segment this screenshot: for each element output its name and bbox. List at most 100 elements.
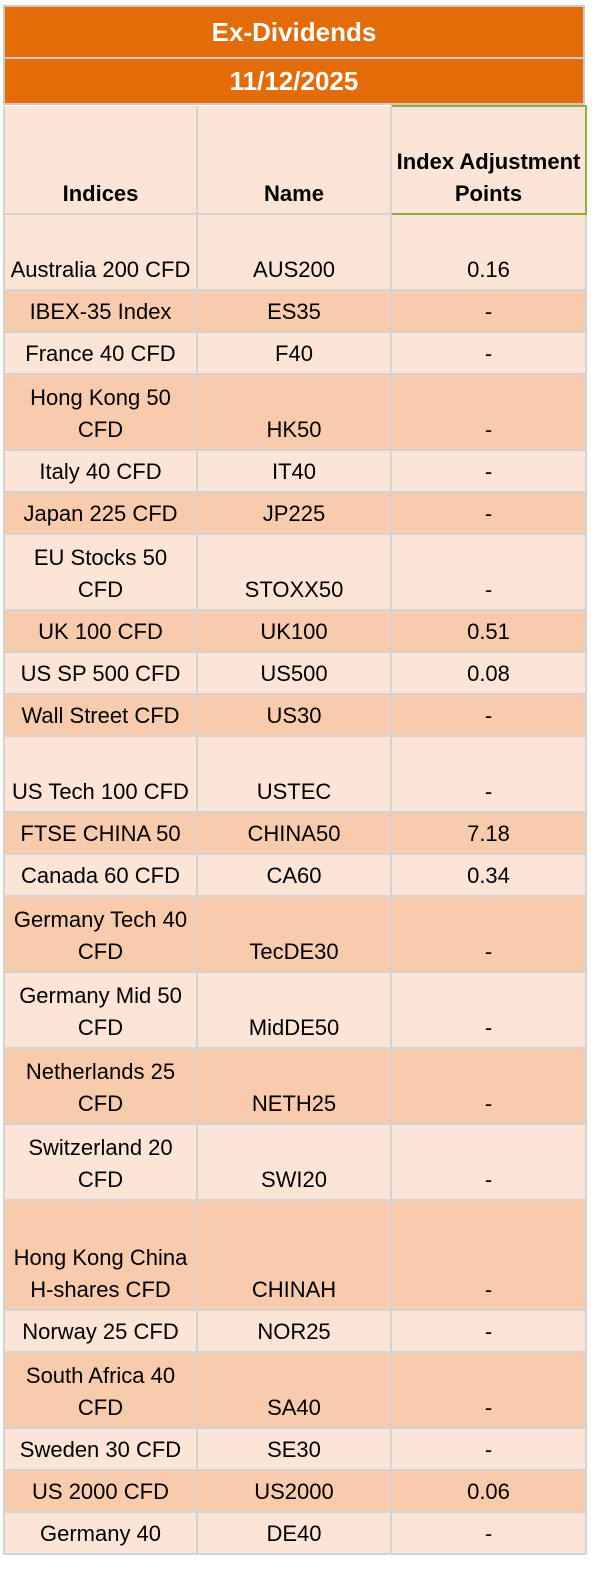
index-cell: Germany 40	[3, 1511, 198, 1555]
table-row: France 40 CFD F40-	[3, 331, 587, 375]
name-cell: STOXX50	[196, 533, 392, 611]
table-header: Indices Name Index Adjustment Points	[3, 105, 587, 215]
adjustment-points-cell: -	[390, 895, 587, 973]
index-cell: Hong Kong China H-shares CFD	[3, 1199, 198, 1311]
table-row: Japan 225 CFD JP225-	[3, 491, 587, 535]
table-row: Hong Kong 50 CFD HK50-	[3, 373, 587, 451]
sheet-title: Ex-Dividends	[3, 5, 585, 59]
index-cell: US 2000 CFD	[3, 1469, 198, 1513]
adjustment-points-cell: -	[390, 1309, 587, 1353]
table-body: Australia 200 CFD AUS200 0.16 IBEX-35 Index…	[3, 213, 587, 1555]
name-cell: F40	[196, 331, 392, 375]
adjustment-points-cell: -	[390, 735, 587, 813]
name-cell: ES35	[196, 289, 392, 333]
name-cell: SA40	[196, 1351, 392, 1429]
name-cell: UK100	[196, 609, 392, 653]
ex-dividends-table: Indices Name Index Adjustment Points Aus…	[3, 105, 587, 1555]
adjustment-points-cell: -	[390, 1427, 587, 1471]
index-cell: Switzerland 20 CFD	[3, 1123, 198, 1201]
adjustment-points-cell: 0.08	[390, 651, 587, 695]
index-cell: Australia 200 CFD	[3, 213, 198, 291]
name-cell: NOR25	[196, 1309, 392, 1353]
index-cell: Netherlands 25 CFD	[3, 1047, 198, 1125]
adjustment-points-cell: 0.06	[390, 1469, 587, 1513]
index-cell: Germany Tech 40 CFD	[3, 895, 198, 973]
table-row: US 2000 CFD US2000 0.06	[3, 1469, 587, 1513]
name-cell: MidDE50	[196, 971, 392, 1049]
name-cell: DE40	[196, 1511, 392, 1555]
table-row: US SP 500 CFD US500 0.08	[3, 651, 587, 695]
name-cell: US500	[196, 651, 392, 695]
table-row: Hong Kong China H-shares CFD CHINAH -	[3, 1199, 587, 1311]
index-cell: Italy 40 CFD	[3, 449, 198, 493]
table-row: Switzerland 20 CFD SWI20-	[3, 1123, 587, 1201]
adjustment-points-cell: -	[390, 693, 587, 737]
name-cell: HK50	[196, 373, 392, 451]
table-row: Australia 200 CFD AUS200 0.16	[3, 213, 587, 291]
adjustment-points-cell: -	[390, 1047, 587, 1125]
index-cell: EU Stocks 50 CFD	[3, 533, 198, 611]
adjustment-points-cell: -	[390, 331, 587, 375]
name-cell: CA60	[196, 853, 392, 897]
table-row: UK 100 CFD UK100 0.51	[3, 609, 587, 653]
table-row: South Africa 40 CFD SA40-	[3, 1351, 587, 1429]
adjustment-points-cell: -	[390, 1511, 587, 1555]
table-row: Wall Street CFD US30-	[3, 693, 587, 737]
adjustment-points-cell: -	[390, 1123, 587, 1201]
adjustment-points-cell: -	[390, 533, 587, 611]
table-row: FTSE CHINA 50 CHINA50 7.18	[3, 811, 587, 855]
table-row: Canada 60 CFD CA60 0.34	[3, 853, 587, 897]
name-cell: SWI20	[196, 1123, 392, 1201]
table-row: Netherlands 25 CFD NETH25-	[3, 1047, 587, 1125]
adjustment-points-cell: -	[390, 449, 587, 493]
table-row: Germany 40 DE40-	[3, 1511, 587, 1555]
table-row: IBEX-35 Index ES35-	[3, 289, 587, 333]
index-cell: US Tech 100 CFD	[3, 735, 198, 813]
index-cell: Japan 225 CFD	[3, 491, 198, 535]
adjustment-points-cell: 0.16	[390, 213, 587, 291]
adjustment-points-cell: 0.34	[390, 853, 587, 897]
index-cell: IBEX-35 Index	[3, 289, 198, 333]
adjustment-points-cell: -	[390, 1351, 587, 1429]
table-row: Italy 40 CFD IT40-	[3, 449, 587, 493]
adjustment-points-cell: -	[390, 289, 587, 333]
name-cell: USTEC	[196, 735, 392, 813]
name-cell: AUS200	[196, 213, 392, 291]
ex-dividends-sheet: Ex-Dividends 11/12/2025 Indices Name Ind…	[3, 5, 587, 1555]
name-cell: US30	[196, 693, 392, 737]
index-cell: US SP 500 CFD	[3, 651, 198, 695]
name-cell: JP225	[196, 491, 392, 535]
column-header-adjustment: Index Adjustment Points	[390, 105, 587, 215]
index-cell: Hong Kong 50 CFD	[3, 373, 198, 451]
name-cell: CHINA50	[196, 811, 392, 855]
sheet-date: 11/12/2025	[3, 59, 585, 105]
index-cell: UK 100 CFD	[3, 609, 198, 653]
table-row: Norway 25 CFD NOR25-	[3, 1309, 587, 1353]
adjustment-points-cell: -	[390, 373, 587, 451]
name-cell: SE30	[196, 1427, 392, 1471]
table-row: Germany Mid 50 CFD MidDE50-	[3, 971, 587, 1049]
name-cell: IT40	[196, 449, 392, 493]
table-row: Germany Tech 40 CFD TecDE30-	[3, 895, 587, 973]
index-cell: Sweden 30 CFD	[3, 1427, 198, 1471]
index-cell: South Africa 40 CFD	[3, 1351, 198, 1429]
column-header-indices: Indices	[3, 106, 198, 215]
index-cell: Canada 60 CFD	[3, 853, 198, 897]
adjustment-points-cell: -	[390, 1199, 587, 1311]
index-cell: Germany Mid 50 CFD	[3, 971, 198, 1049]
name-cell: NETH25	[196, 1047, 392, 1125]
index-cell: Wall Street CFD	[3, 693, 198, 737]
table-row: Sweden 30 CFD SE30-	[3, 1427, 587, 1471]
index-cell: FTSE CHINA 50	[3, 811, 198, 855]
header-row: Indices Name Index Adjustment Points	[3, 105, 587, 215]
adjustment-points-cell: 7.18	[390, 811, 587, 855]
adjustment-points-cell: -	[390, 971, 587, 1049]
index-cell: Norway 25 CFD	[3, 1309, 198, 1353]
column-header-name: Name	[196, 106, 392, 215]
table-row: EU Stocks 50 CFD STOXX50-	[3, 533, 587, 611]
name-cell: US2000	[196, 1469, 392, 1513]
adjustment-points-cell: 0.51	[390, 609, 587, 653]
index-cell: France 40 CFD	[3, 331, 198, 375]
name-cell: TecDE30	[196, 895, 392, 973]
adjustment-points-cell: -	[390, 491, 587, 535]
